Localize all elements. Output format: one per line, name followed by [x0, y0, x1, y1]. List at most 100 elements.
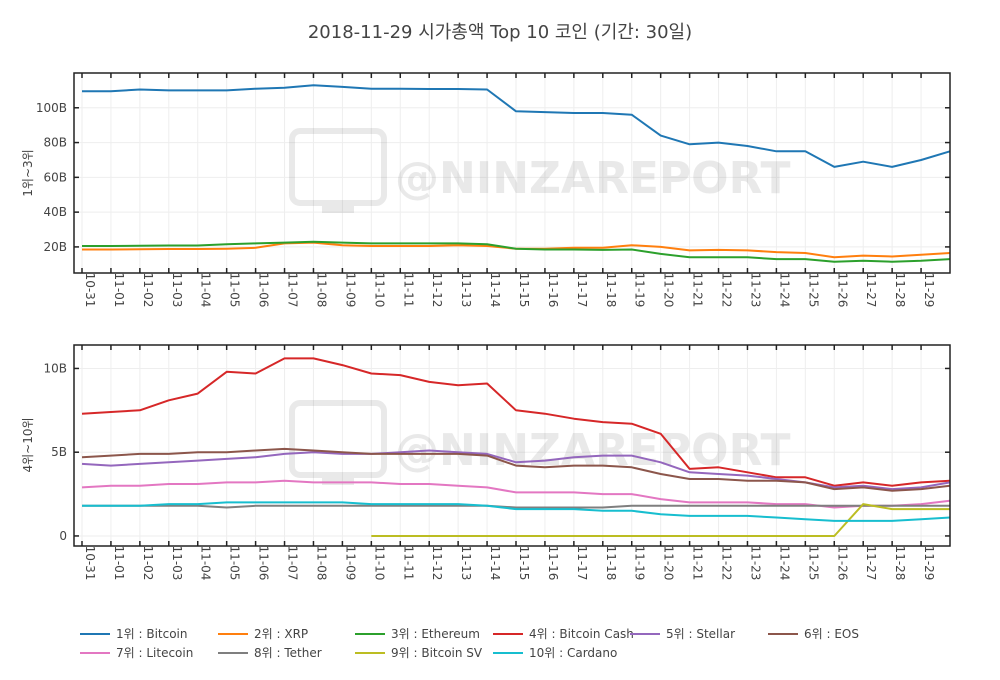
x-tick-label: 11-12: [430, 546, 444, 581]
watermark-monitor-icon: [289, 128, 387, 206]
series-line-6: [371, 503, 950, 537]
legend-label: 7위 : Litecoin: [116, 646, 193, 660]
x-tick-label: 11-06: [257, 273, 271, 308]
top-panel: @NINZAREPORT 20B 40B 60B 80B 100B 1위~3위 10-31 11…: [21, 72, 951, 308]
x-tick-label: 11-11: [401, 546, 415, 581]
y-tick-label: 60B: [43, 170, 67, 184]
watermark-monitor-icon: [289, 400, 387, 478]
x-tick-label: 10-31: [83, 546, 97, 581]
legend-item[interactable]: 3위 : Ethereum: [355, 627, 480, 641]
x-tick-label: 11-18: [604, 273, 618, 308]
chart-title: 2018-11-29 시가총액 Top 10 코인 (기간: 30일): [308, 22, 692, 43]
x-tick-label: 11-16: [546, 273, 560, 308]
x-tick-label: 11-07: [286, 273, 300, 308]
x-tick-label: 11-07: [286, 546, 300, 581]
y-tick-label: 10B: [43, 361, 67, 375]
legend-label: 1위 : Bitcoin: [116, 627, 188, 641]
x-tick-label: 11-05: [228, 273, 242, 308]
x-tick-label: 11-03: [170, 546, 184, 581]
x-tick-label: 11-02: [141, 546, 155, 581]
x-tick-label: 11-13: [459, 273, 473, 308]
series-line-3: [82, 240, 951, 263]
y-tick-label: 80B: [43, 136, 67, 150]
x-tick-label: 11-26: [835, 273, 849, 308]
x-tick-label: 11-02: [141, 273, 155, 308]
x-tick-label: 10-31: [83, 273, 97, 308]
x-tick-label: 11-27: [864, 273, 878, 308]
legend-item[interactable]: 5위 : Stellar: [630, 627, 735, 641]
y-tick-label: 0: [59, 529, 67, 543]
x-tick-label: 11-29: [922, 273, 936, 308]
x-tick-label: 11-27: [864, 546, 878, 581]
x-tick-label: 11-23: [748, 273, 762, 308]
y-tick-label: 100B: [36, 101, 67, 115]
legend-label: 4위 : Bitcoin Cash: [529, 627, 634, 641]
bottom-panel: @NINZAREPORT 0 5B 10B 4위~10위 10-31 11-01 11-02 1…: [21, 344, 951, 581]
x-tick-label: 11-20: [662, 546, 676, 581]
x-tick-label: 11-01: [112, 273, 126, 308]
legend-item[interactable]: 1위 : Bitcoin: [80, 627, 188, 641]
x-tick-label: 11-28: [893, 546, 907, 581]
series-line-3: [81, 447, 951, 492]
x-tick-label: 11-17: [575, 273, 589, 308]
legend-item[interactable]: 6위 : EOS: [768, 627, 859, 641]
watermark-text: @NINZAREPORT: [395, 153, 790, 204]
legend-item[interactable]: 4위 : Bitcoin Cash: [493, 627, 634, 641]
x-tick-label: 11-10: [372, 273, 386, 308]
x-tick-label: 11-13: [459, 546, 473, 581]
legend-item[interactable]: 10위 : Cardano: [493, 646, 617, 660]
x-tick-label: 11-05: [228, 546, 242, 581]
x-tick-label: 11-26: [835, 546, 849, 581]
x-tick-label: 11-01: [112, 546, 126, 581]
plot-frame: [73, 72, 951, 274]
x-tick-label: 11-20: [662, 273, 676, 308]
x-tick-label: 11-04: [199, 273, 213, 308]
watermark: @NINZAREPORT: [289, 128, 790, 213]
series-line-1: [82, 84, 951, 168]
x-tick-label: 11-09: [343, 273, 357, 308]
series-line-1: [81, 357, 951, 487]
watermark: @NINZAREPORT: [289, 400, 790, 485]
x-tick-label: 11-19: [633, 546, 647, 581]
x-tick-label: 11-17: [575, 546, 589, 581]
x-tick-label: 11-19: [633, 273, 647, 308]
series-line-5: [82, 504, 950, 509]
watermark-monitor-stand: [322, 205, 354, 213]
x-tick-label: 11-15: [517, 546, 531, 581]
y-tick-label: 40B: [43, 205, 67, 219]
x-tick-label: 11-14: [488, 273, 502, 308]
y-tick-label: 5B: [51, 445, 67, 459]
x-tick-label: 11-16: [546, 546, 560, 581]
x-tick-label: 11-04: [199, 546, 213, 581]
legend-label: 3위 : Ethereum: [391, 627, 480, 641]
legend-label: 6위 : EOS: [804, 627, 859, 641]
watermark-monitor-stand: [322, 477, 354, 485]
x-tick-label: 11-10: [372, 546, 386, 581]
x-tick-label: 11-24: [777, 273, 791, 308]
legend-item[interactable]: 2위 : XRP: [218, 627, 308, 641]
x-tick-label: 11-22: [720, 273, 734, 308]
x-tick-label: 11-29: [922, 546, 936, 581]
legend-label: 9위 : Bitcoin SV: [391, 646, 483, 660]
x-tick-label: 11-22: [720, 546, 734, 581]
series-line-7: [82, 501, 951, 522]
watermark-text: @NINZAREPORT: [395, 425, 790, 476]
legend: 1위 : Bitcoin 2위 : XRP 3위 : Ethereum 4위 : Bi…: [80, 627, 859, 660]
y-axis-label: 1위~3위: [21, 149, 35, 196]
legend-item[interactable]: 7위 : Litecoin: [80, 646, 193, 660]
x-tick-label: 11-15: [517, 273, 531, 308]
legend-item[interactable]: 9위 : Bitcoin SV: [355, 646, 483, 660]
legend-item[interactable]: 8위 : Tether: [218, 646, 322, 660]
x-tick-label: 11-03: [170, 273, 184, 308]
x-tick-label: 11-21: [691, 273, 705, 308]
x-tick-label: 11-12: [430, 273, 444, 308]
x-tick-label: 11-21: [691, 546, 705, 581]
y-axis-label: 4위~10위: [21, 417, 35, 472]
x-tick-label: 11-09: [343, 546, 357, 581]
x-tick-label: 11-14: [488, 546, 502, 581]
x-tick-label: 11-24: [777, 546, 791, 581]
x-tick-label: 11-25: [806, 546, 820, 581]
legend-label: 8위 : Tether: [254, 646, 322, 660]
y-tick-label: 20B: [43, 240, 67, 254]
series-line-4: [81, 479, 951, 509]
